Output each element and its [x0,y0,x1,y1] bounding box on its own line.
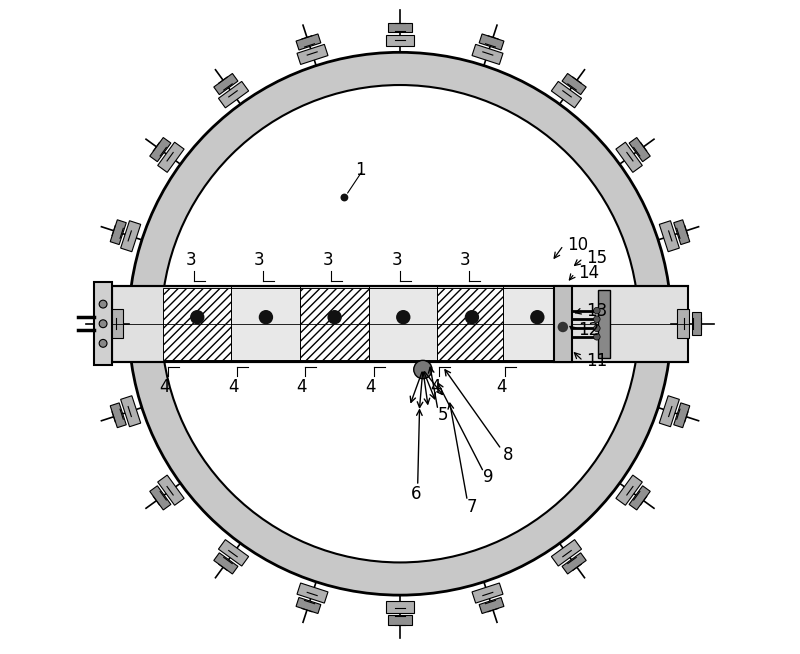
Polygon shape [472,44,503,65]
Bar [94,282,112,366]
Text: 6: 6 [411,485,422,503]
Polygon shape [99,312,109,336]
Polygon shape [389,23,411,32]
Polygon shape [389,615,411,625]
Text: 3: 3 [186,251,196,269]
Text: 11: 11 [586,352,608,370]
Bar [438,288,506,360]
Polygon shape [214,553,238,574]
Circle shape [129,52,671,595]
Text: 14: 14 [578,264,599,283]
Text: 1: 1 [355,161,366,179]
Text: 8: 8 [502,445,513,464]
Circle shape [99,320,107,328]
Circle shape [465,310,479,324]
Text: 15: 15 [586,249,607,267]
Circle shape [594,334,600,340]
Polygon shape [386,601,414,613]
Polygon shape [158,475,184,506]
Bar [112,286,688,362]
Circle shape [327,310,342,324]
Polygon shape [121,220,141,252]
Polygon shape [110,220,126,245]
Text: 10: 10 [566,236,588,254]
Polygon shape [150,486,171,510]
Polygon shape [616,142,642,173]
Polygon shape [629,486,650,510]
Text: 3: 3 [460,251,470,269]
Bar [231,288,301,360]
Circle shape [190,310,205,324]
Text: 3: 3 [254,251,265,269]
Polygon shape [296,598,321,613]
Polygon shape [218,540,249,566]
Text: 5: 5 [438,406,448,424]
Polygon shape [150,137,171,162]
Polygon shape [110,403,126,428]
Polygon shape [158,142,184,173]
Polygon shape [111,309,122,338]
Polygon shape [214,73,238,95]
Circle shape [558,322,568,332]
Circle shape [396,310,410,324]
Text: 13: 13 [586,301,608,320]
Bar [162,288,232,360]
Polygon shape [562,553,586,574]
Text: 4: 4 [228,378,238,396]
Text: 3: 3 [322,251,334,269]
Bar [554,286,572,362]
Text: 12: 12 [578,321,599,339]
Polygon shape [472,583,503,603]
Circle shape [99,339,107,347]
Circle shape [258,310,273,324]
Polygon shape [616,475,642,506]
Polygon shape [674,403,690,428]
Circle shape [594,316,600,322]
Circle shape [162,85,638,562]
Circle shape [99,300,107,308]
Circle shape [530,310,545,324]
Bar [598,290,610,358]
Polygon shape [297,583,328,603]
Text: 4: 4 [496,378,506,396]
Circle shape [594,325,600,332]
Text: 4: 4 [159,378,170,396]
Text: 7: 7 [466,498,477,516]
Circle shape [414,360,432,379]
Polygon shape [629,137,650,162]
Polygon shape [121,396,141,427]
Text: 4: 4 [430,378,442,396]
Polygon shape [297,44,328,65]
Polygon shape [674,220,690,245]
Bar [502,288,572,360]
Polygon shape [551,540,582,566]
Polygon shape [562,73,586,95]
Polygon shape [551,81,582,108]
Polygon shape [691,312,701,336]
Circle shape [341,194,348,201]
Polygon shape [659,220,679,252]
Circle shape [594,307,600,314]
Polygon shape [386,35,414,46]
Text: 4: 4 [297,378,307,396]
Bar [369,288,438,360]
Polygon shape [218,81,249,108]
Polygon shape [678,309,689,338]
Text: 4: 4 [366,378,376,396]
Polygon shape [479,34,504,50]
Polygon shape [659,396,679,427]
Polygon shape [296,34,321,50]
Polygon shape [479,598,504,613]
Text: 3: 3 [391,251,402,269]
Bar [300,288,370,360]
Text: 9: 9 [483,468,494,487]
